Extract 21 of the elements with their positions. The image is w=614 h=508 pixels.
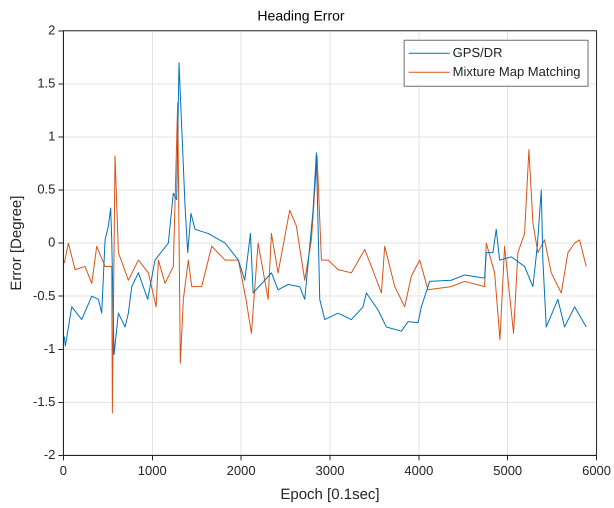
y-tick-label: -0.5 — [32, 288, 56, 303]
y-tick-label: 1 — [48, 128, 56, 144]
legend-label: GPS/DR — [452, 44, 503, 60]
y-tick-label: -1.5 — [32, 394, 56, 409]
x-tick-label: 6000 — [582, 462, 611, 478]
y-tick-label: -1 — [44, 340, 56, 356]
x-tick-label: 5000 — [493, 462, 522, 478]
y-tick-label: 0 — [48, 234, 56, 250]
y-tick-label: 1.5 — [37, 75, 56, 90]
x-tick-label: 2000 — [226, 462, 256, 478]
legend-label: Mixture Map Matching — [452, 64, 581, 79]
x-tick-label: 1000 — [138, 462, 167, 478]
chart-title: Heading Error — [257, 7, 345, 24]
x-tick-label: 3000 — [316, 462, 344, 478]
y-tick-label: -2 — [44, 446, 56, 462]
x-tick-label: 4000 — [404, 462, 434, 478]
x-axis-title: Epoch [0.1sec] — [280, 486, 380, 504]
y-tick-label: 2 — [48, 22, 56, 38]
x-tick-label: 0 — [60, 462, 68, 478]
y-tick-label: 0.5 — [37, 182, 56, 197]
y-axis-title: Error [Degree] — [8, 196, 26, 291]
